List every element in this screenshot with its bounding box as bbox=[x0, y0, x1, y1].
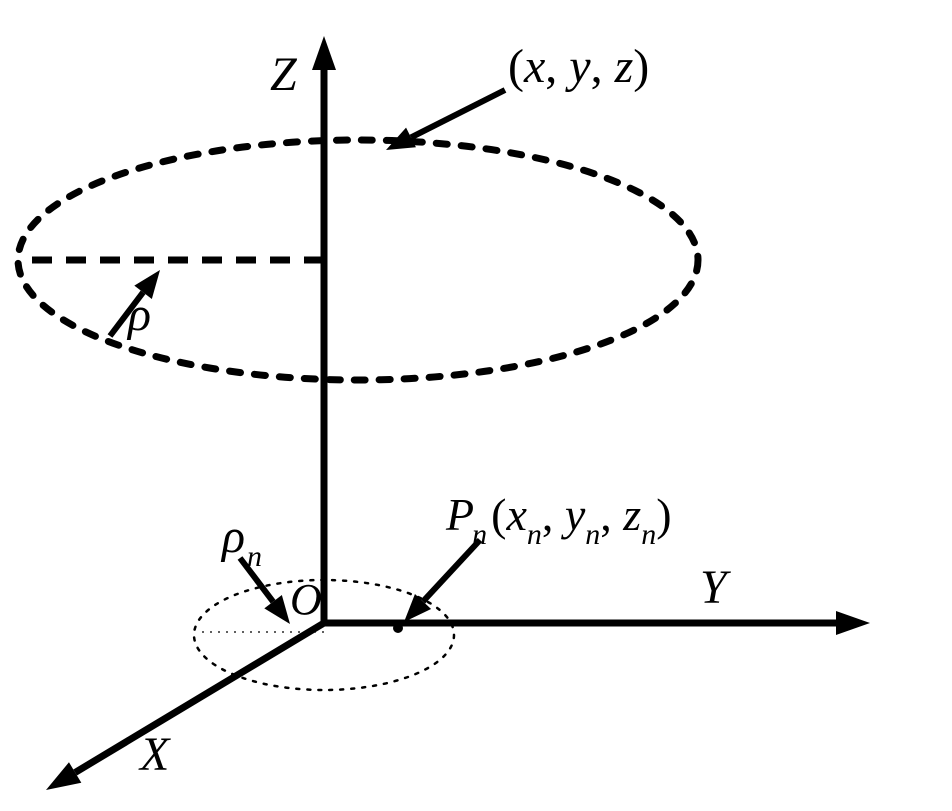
axis-x-shaft bbox=[75, 623, 324, 772]
axis-x-head bbox=[46, 762, 81, 790]
xyz-label: (x, y, z) bbox=[508, 40, 649, 93]
axis-z-head bbox=[312, 36, 336, 70]
origin-label: O bbox=[290, 575, 322, 624]
axis-z-label: Z bbox=[270, 48, 298, 101]
arrow-to-xyz-shaft bbox=[411, 90, 505, 137]
pn-label: Pn(xn, yn, zn) bbox=[445, 489, 672, 551]
rho-label: ρ bbox=[126, 288, 151, 341]
point-pn bbox=[393, 623, 403, 633]
axis-y-label: Y bbox=[700, 561, 731, 614]
axis-x-label: X bbox=[138, 728, 171, 781]
axis-y-head bbox=[836, 611, 870, 635]
